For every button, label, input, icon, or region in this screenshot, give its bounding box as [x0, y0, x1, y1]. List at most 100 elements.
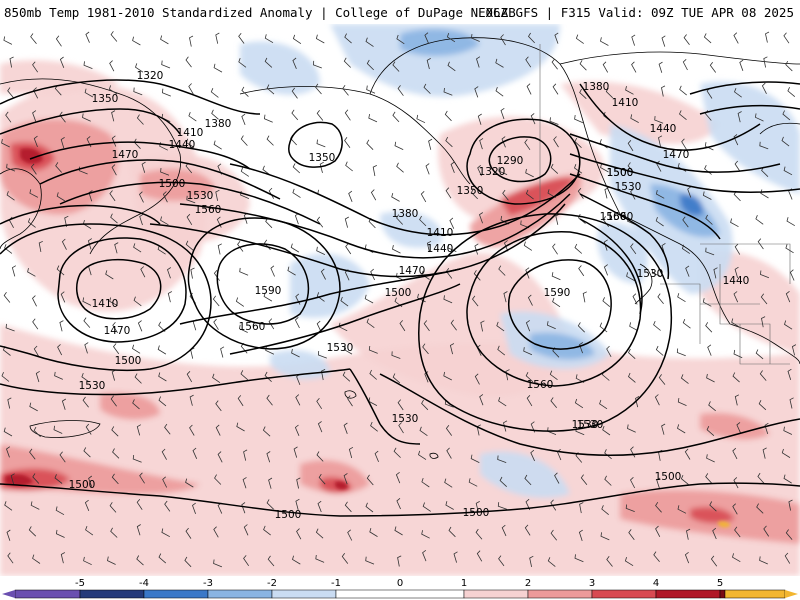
colorbar-swatch [527, 589, 593, 599]
wind-barb [755, 215, 764, 225]
wind-barb [578, 265, 585, 277]
wind-barb [185, 240, 194, 251]
contour-label: 1440 [169, 139, 196, 151]
contour-label: 1470 [663, 149, 690, 161]
wind-barb [757, 238, 764, 250]
wind-barb [784, 320, 793, 330]
wind-barb [263, 525, 271, 536]
wind-barb [316, 320, 322, 332]
wind-barb [681, 244, 691, 254]
wind-barb [574, 554, 584, 563]
product-title: 850mb Temp 1981-2010 Standardized Anomal… [4, 5, 516, 20]
wind-barb [82, 113, 91, 122]
wind-barb [366, 139, 374, 150]
anomaly-map[interactable]: 1320 1350 1410 1380 1440 1470 1500 1530 1560 1590… [0, 24, 800, 576]
wind-barb [624, 556, 634, 567]
wind-barb [88, 475, 93, 487]
wind-barb [347, 395, 353, 407]
wind-barb [600, 37, 609, 46]
wind-barb [291, 348, 300, 358]
wind-barb [603, 239, 608, 251]
wind-barb [319, 161, 324, 174]
wind-barb [685, 265, 690, 277]
wind-barb [676, 348, 686, 357]
wind-barb [315, 83, 322, 95]
wind-barb [264, 371, 272, 382]
wind-barb [785, 244, 794, 254]
wind-barb [134, 373, 142, 384]
contour-label: 1530 [327, 342, 354, 354]
wind-barb [661, 423, 666, 435]
wind-barb [292, 188, 301, 198]
wind-barb [133, 243, 142, 253]
wind-barb [476, 56, 481, 68]
colorbar-swatch [79, 589, 145, 599]
colorbar-tick-label: 5 [717, 578, 723, 589]
model-valid-time: 06Z GFS | F315 Valid: 09Z TUE APR 08 202… [485, 5, 794, 20]
wind-barb [55, 35, 62, 47]
wind-barb [476, 550, 483, 562]
wind-barb [240, 135, 248, 146]
wind-barb [759, 556, 768, 565]
wind-barb [784, 552, 791, 564]
wind-barb [706, 426, 715, 437]
wind-barb [706, 373, 715, 383]
wind-barb [111, 164, 117, 176]
wind-barb [759, 141, 769, 150]
wind-barb [33, 135, 38, 148]
wind-barb [139, 213, 144, 226]
wind-barb [578, 529, 583, 542]
contour-label: 1500 [159, 178, 186, 190]
colorbar-swatch [463, 589, 529, 599]
wind-barb [473, 270, 481, 281]
contour-label: 1470 [104, 325, 131, 337]
colorbar-swatches [2, 589, 798, 599]
wind-barb [266, 451, 271, 463]
wind-barb [786, 217, 796, 227]
wind-barb [444, 478, 453, 488]
wind-barb [683, 34, 690, 46]
wind-barb [157, 245, 166, 255]
colorbar-tick-label: -3 [203, 578, 213, 589]
wind-barb [549, 370, 558, 381]
wind-barb [240, 370, 249, 381]
wind-barb [470, 34, 480, 42]
wind-barb [704, 165, 712, 175]
wind-barb [9, 56, 14, 68]
wind-barb [237, 240, 244, 252]
wind-barb [212, 295, 220, 307]
wind-barb [109, 297, 118, 307]
wind-barb [85, 423, 92, 435]
wind-barb [503, 291, 508, 303]
wind-barb [574, 137, 582, 148]
wind-barb [294, 424, 300, 436]
wind-barb [33, 345, 40, 357]
wind-barb [654, 116, 664, 124]
wind-barb [59, 56, 65, 68]
wind-barb [316, 109, 324, 121]
wind-barb [292, 163, 301, 174]
wind-barb [213, 526, 219, 538]
wind-barb [164, 500, 171, 512]
wind-barb [3, 427, 13, 437]
wind-barb [186, 195, 196, 204]
wind-barb [105, 270, 114, 280]
wind-barb [32, 473, 40, 484]
wind-barb [443, 371, 452, 381]
wind-barb [426, 240, 432, 253]
wind-barb [344, 137, 351, 148]
wind-barb [110, 31, 118, 42]
wind-barb [627, 424, 636, 433]
wind-barb [238, 32, 245, 44]
wind-barb [57, 344, 63, 356]
wind-barb [789, 269, 795, 281]
wind-barb [365, 556, 375, 565]
wind-barb [524, 524, 531, 536]
wind-barb [551, 272, 561, 281]
wind-barb [765, 31, 770, 43]
wind-barb [527, 32, 535, 44]
wind-barb [552, 243, 558, 255]
contour-label: 1440 [427, 243, 454, 255]
contour-label: 1590 [544, 287, 571, 299]
wind-barb [3, 291, 11, 303]
